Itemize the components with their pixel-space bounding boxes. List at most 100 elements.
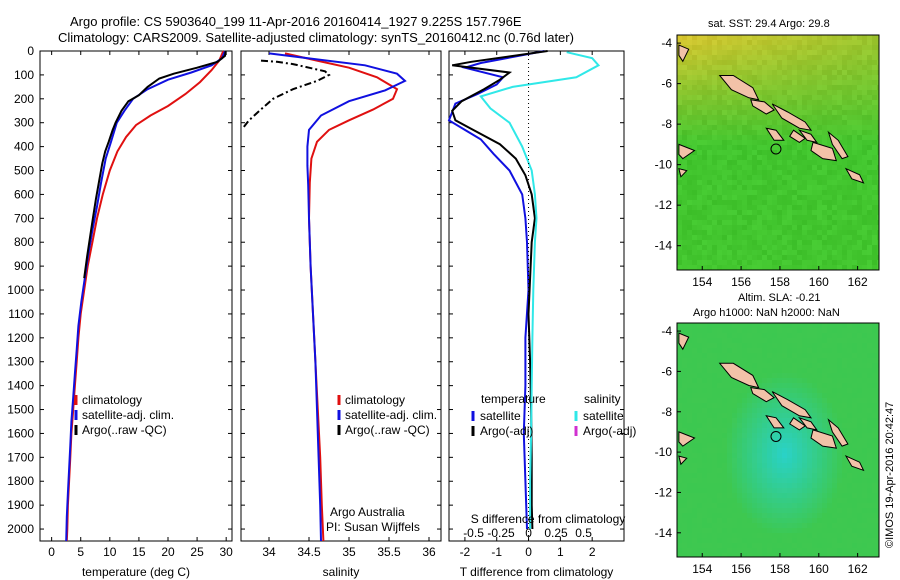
map-cell (872, 488, 878, 494)
map-cell (737, 403, 743, 409)
map-cell (837, 115, 843, 121)
map-cell (727, 503, 733, 509)
map-cell (832, 160, 838, 166)
map-cell (832, 493, 838, 499)
map-cell (822, 55, 828, 61)
map-cell (732, 150, 738, 156)
map-cell (827, 125, 833, 131)
map-cell (847, 215, 853, 221)
map-cell (722, 65, 728, 71)
map-cell (732, 488, 738, 494)
map-cell (792, 80, 798, 86)
map-cell (752, 478, 758, 484)
map-cell (792, 323, 798, 329)
map-cell (822, 130, 828, 136)
map-cell (792, 353, 798, 359)
map-cell (702, 423, 708, 429)
latitude-tick-label: -10 (655, 158, 673, 172)
map-cell (847, 433, 853, 439)
map-cell (857, 90, 863, 96)
map-cell (722, 448, 728, 454)
map-cell (827, 180, 833, 186)
map-cell (852, 338, 858, 344)
annotation-line: Argo Australia (330, 505, 405, 519)
map-cell (737, 333, 743, 339)
map-cell (792, 40, 798, 46)
map-cell (842, 85, 848, 91)
map-cell (782, 378, 788, 384)
map-cell (752, 358, 758, 364)
map-cell (812, 180, 818, 186)
longitude-tick-label: 154 (692, 275, 712, 289)
map-cell (697, 548, 703, 554)
map-cell (737, 343, 743, 349)
map-cell (817, 100, 823, 106)
map-cell (717, 260, 723, 266)
map-cell (792, 155, 798, 161)
map-cell (747, 70, 753, 76)
map-cell (687, 130, 693, 136)
map-cell (872, 338, 878, 344)
map-cell (817, 210, 823, 216)
map-cell (752, 443, 758, 449)
map-cell (812, 65, 818, 71)
map-cell (737, 35, 743, 41)
map-cell (817, 245, 823, 251)
map-cell (817, 125, 823, 131)
map-cell (717, 483, 723, 489)
map-cell (852, 343, 858, 349)
map-cell (752, 255, 758, 261)
map-cell (707, 200, 713, 206)
map-cell (697, 55, 703, 61)
map-cell (862, 140, 868, 146)
map-cell (767, 65, 773, 71)
map-cell (787, 235, 793, 241)
map-cell (857, 65, 863, 71)
map-cell (857, 493, 863, 499)
map-cell (782, 518, 788, 524)
map-cell (747, 160, 753, 166)
map-cell (727, 150, 733, 156)
map-cell (797, 165, 803, 171)
map-cell (812, 518, 818, 524)
map-cell (812, 508, 818, 514)
map-cell (687, 80, 693, 86)
map-cell (692, 468, 698, 474)
map-cell (812, 358, 818, 364)
map-cell (702, 378, 708, 384)
map-cell (877, 85, 879, 91)
map-cell (777, 130, 783, 136)
map-cell (732, 333, 738, 339)
map-cell (837, 245, 843, 251)
map-cell (842, 353, 848, 359)
map-cell (677, 488, 683, 494)
map-cell (792, 513, 798, 519)
map-cell (862, 488, 868, 494)
map-cell (817, 388, 823, 394)
map-cell (737, 508, 743, 514)
map-cell (822, 353, 828, 359)
map-cell (712, 150, 718, 156)
map-cell (722, 95, 728, 101)
map-cell (837, 255, 843, 261)
depth-tick-label: 2000 (7, 522, 34, 536)
map-cell (767, 488, 773, 494)
map-cell (682, 65, 688, 71)
map-cell (862, 250, 868, 256)
map-cell (717, 35, 723, 41)
map-cell (827, 408, 833, 414)
map-cell (872, 373, 878, 379)
map-cell (747, 453, 753, 459)
map-cell (692, 245, 698, 251)
map-cell (812, 453, 818, 459)
map-cell (687, 393, 693, 399)
map-cell (817, 418, 823, 424)
map-cell (782, 553, 788, 557)
map-cell (752, 553, 758, 557)
salinity-xtick-label: 35.5 (377, 545, 401, 559)
map-cell (817, 478, 823, 484)
map-cell (847, 125, 853, 131)
map-cell (832, 130, 838, 136)
map-cell (777, 493, 783, 499)
map-cell (847, 100, 853, 106)
